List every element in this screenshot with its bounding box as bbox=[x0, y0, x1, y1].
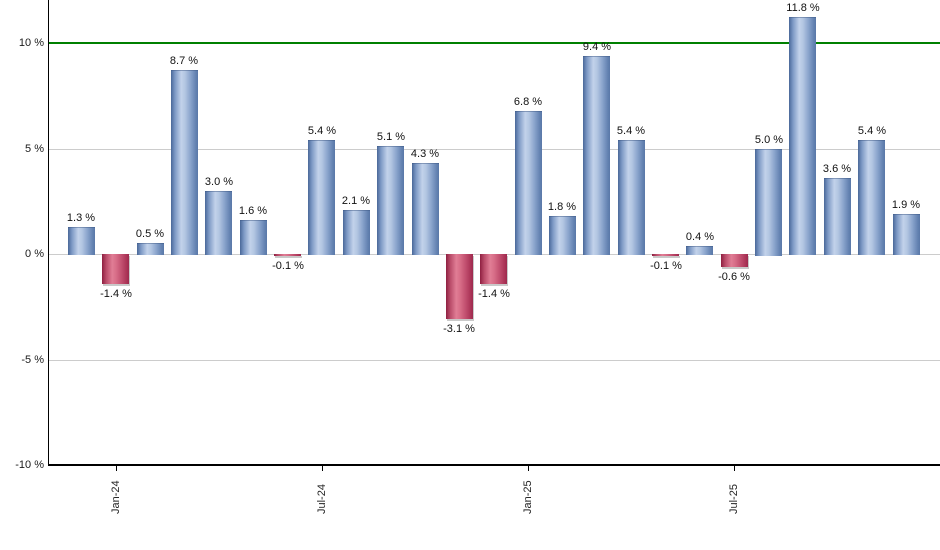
gridline bbox=[48, 360, 940, 361]
y-axis-tick-label: 0 % bbox=[25, 248, 44, 260]
x-axis-tick-label: Jul-24 bbox=[316, 484, 328, 514]
x-axis-tick bbox=[116, 465, 117, 471]
bar-value-label: 4.3 % bbox=[410, 148, 440, 160]
bar-value-label: 3.6 % bbox=[822, 163, 852, 175]
bar-positive bbox=[618, 140, 645, 255]
threshold-line-10pct bbox=[48, 42, 940, 44]
x-axis-tick bbox=[528, 465, 529, 471]
bar-value-label: 11.8 % bbox=[786, 2, 820, 14]
bar-positive bbox=[583, 56, 610, 255]
bar-positive bbox=[824, 178, 851, 255]
bar-positive bbox=[858, 140, 885, 255]
bar-negative bbox=[480, 254, 507, 284]
y-axis-tick-label: 10 % bbox=[18, 37, 44, 49]
bar-positive bbox=[686, 246, 713, 255]
bar-positive bbox=[137, 243, 164, 255]
y-axis bbox=[48, 0, 49, 466]
x-axis-tick-label: Jul-25 bbox=[728, 484, 740, 514]
bar-value-label: -1.4 % bbox=[100, 288, 132, 300]
bar-positive bbox=[515, 111, 542, 255]
bar-positive bbox=[412, 163, 439, 255]
gridline bbox=[48, 149, 940, 150]
y-axis-tick-label: -5 % bbox=[21, 354, 44, 366]
x-axis-tick bbox=[322, 465, 323, 471]
bar-value-label: 0.5 % bbox=[135, 228, 165, 240]
bar-negative bbox=[102, 254, 129, 284]
bar-negative bbox=[446, 254, 473, 319]
bar-value-label: 5.1 % bbox=[376, 131, 406, 143]
bar-positive bbox=[171, 70, 198, 255]
x-axis-tick-label: Jan-25 bbox=[522, 480, 534, 514]
bar-value-label: 9.4 % bbox=[582, 41, 612, 53]
bar-negative bbox=[721, 254, 748, 267]
y-axis-tick-label: 5 % bbox=[25, 143, 44, 155]
bar-value-label: -0.1 % bbox=[650, 260, 682, 272]
bar-value-label: 2.1 % bbox=[341, 195, 371, 207]
bar-value-label: -0.1 % bbox=[272, 260, 304, 272]
bar-value-label: -3.1 % bbox=[443, 323, 475, 335]
bar-value-label: 3.0 % bbox=[204, 176, 234, 188]
bar-value-label: -0.6 % bbox=[718, 271, 750, 283]
bar-positive bbox=[377, 146, 404, 255]
bar-positive bbox=[308, 140, 335, 255]
bar-positive bbox=[205, 191, 232, 255]
bar-positive bbox=[549, 216, 576, 255]
bar-value-label: 5.4 % bbox=[616, 125, 646, 137]
bar-positive bbox=[789, 17, 816, 255]
bar-value-label: 1.8 % bbox=[547, 201, 577, 213]
bar-negative bbox=[652, 254, 679, 256]
bar-positive bbox=[68, 227, 95, 255]
bar-value-label: 1.9 % bbox=[891, 199, 921, 211]
bar-negative bbox=[274, 254, 301, 256]
bar-positive bbox=[893, 214, 920, 255]
bar-positive bbox=[240, 220, 267, 255]
bar-value-label: 0.4 % bbox=[685, 231, 715, 243]
bar-positive bbox=[343, 210, 370, 255]
bar-value-label: 5.0 % bbox=[754, 134, 784, 146]
x-axis-tick bbox=[734, 465, 735, 471]
y-axis-tick-label: -10 % bbox=[15, 459, 44, 471]
bar-value-label: 5.4 % bbox=[307, 125, 337, 137]
x-axis-tick-label: Jan-24 bbox=[110, 480, 122, 514]
bar-value-label: 1.3 % bbox=[66, 212, 96, 224]
bar-positive bbox=[755, 149, 782, 256]
bar-value-label: 6.8 % bbox=[513, 96, 543, 108]
bar-value-label: 1.6 % bbox=[238, 205, 268, 217]
bar-value-label: 5.4 % bbox=[857, 125, 887, 137]
bar-value-label: 8.7 % bbox=[169, 55, 199, 67]
bar-value-label: -1.4 % bbox=[478, 288, 510, 300]
x-axis bbox=[48, 464, 940, 466]
